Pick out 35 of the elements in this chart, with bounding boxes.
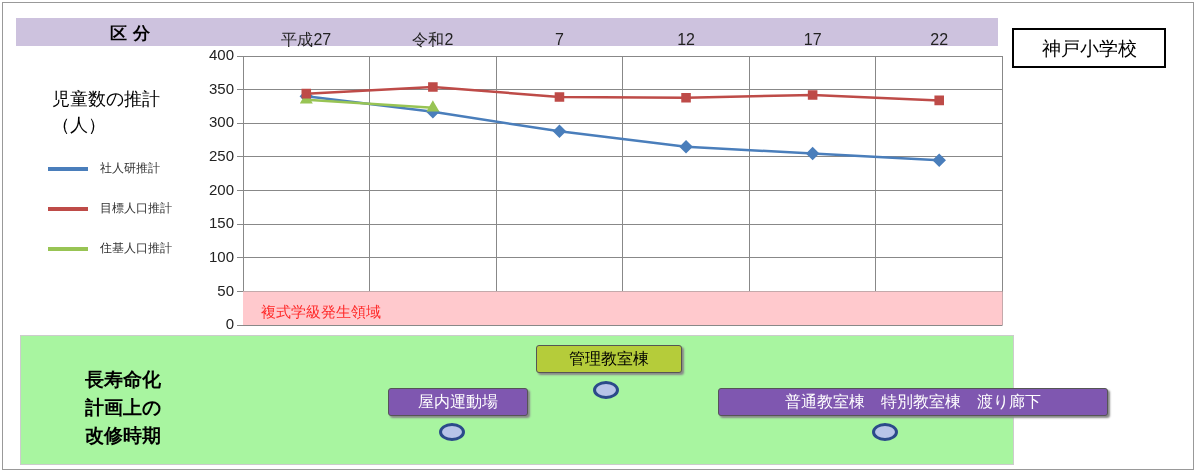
y-tick-label: 250 (208, 147, 234, 165)
y-tick-label: 100 (208, 247, 234, 265)
text: 神戸小学校 (1012, 28, 1166, 68)
text: 区 分 (109, 22, 151, 45)
text: 普通教室棟 特別教室棟 渡り廊下 (718, 388, 1108, 416)
y-tick-label: 400 (208, 46, 234, 64)
text: 長寿命化計画上の改修時期 (84, 367, 162, 448)
point (553, 125, 566, 138)
point (807, 90, 818, 100)
text: 管理教室棟 (536, 345, 682, 373)
x-tick-label: 17 (803, 30, 822, 48)
legend-label: 住基人口推計 (99, 240, 172, 257)
x-tick-label: 7 (555, 30, 565, 48)
y-tick-label: 50 (217, 281, 234, 299)
y-tick-label: 0 (225, 315, 234, 333)
y-tick-label: 350 (208, 79, 234, 97)
point (932, 153, 946, 167)
band-label: 複式学級発生領域 (261, 302, 381, 321)
legend-label: 社人研推計 (99, 160, 160, 177)
x-tick-label: 22 (930, 30, 949, 48)
point (428, 82, 438, 92)
y-axis-title: 児童数の推計（人） (52, 87, 161, 137)
x-tick-label: 令和2 (412, 30, 454, 48)
legend-label: 目標人口推計 (99, 200, 172, 217)
x-tick-label: 平成27 (281, 30, 332, 48)
point (934, 95, 944, 106)
point (681, 92, 691, 103)
y-tick-label: 150 (208, 214, 234, 232)
x-tick-label: 12 (677, 30, 696, 48)
y-tick-label: 300 (208, 113, 234, 131)
point (554, 92, 565, 102)
point (679, 140, 693, 154)
y-tick-label: 200 (208, 180, 234, 198)
point (806, 147, 819, 160)
text: 屋内運動場 (388, 388, 528, 416)
